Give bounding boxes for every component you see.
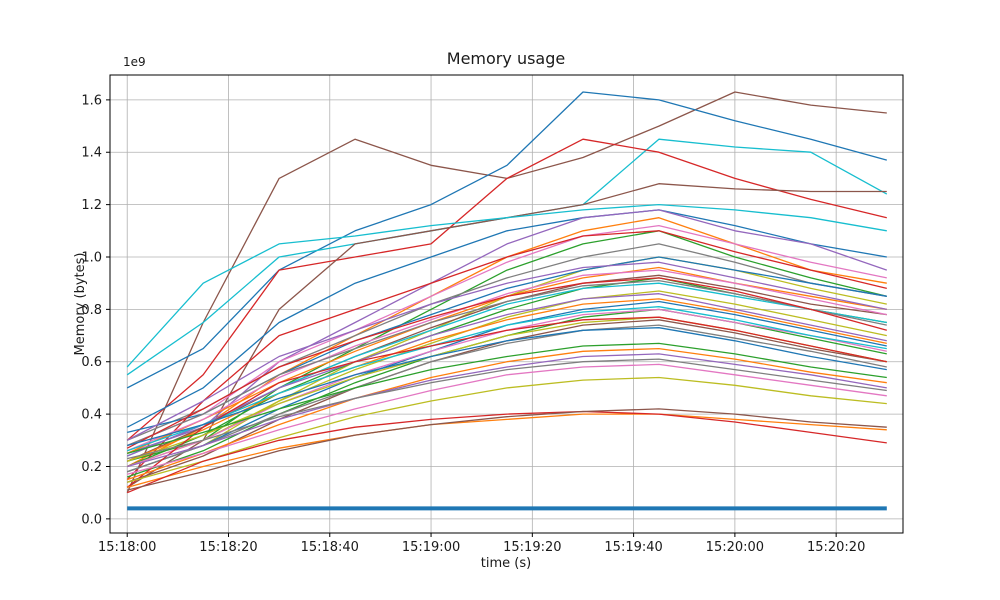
series-line-41 xyxy=(127,376,887,483)
series-line-14 xyxy=(126,230,887,481)
y-tick-label: 1.0 xyxy=(81,250,102,265)
series-line-34 xyxy=(126,316,887,488)
y-tick-label: 1.4 xyxy=(81,146,102,161)
series-line-31 xyxy=(126,306,887,452)
x-tick-label: 15:20:00 xyxy=(706,540,764,555)
y-tick-label: 0.6 xyxy=(81,355,102,370)
x-tick-label: 15:18:40 xyxy=(301,540,359,555)
series-line-27 xyxy=(126,308,887,478)
y-tick-label: 0.8 xyxy=(81,303,102,318)
y-tick-label: 0.2 xyxy=(81,460,102,475)
y-tick-label: 0.0 xyxy=(81,512,102,527)
series-line-22 xyxy=(126,279,887,447)
plot-border xyxy=(109,74,904,534)
series-line-7 xyxy=(126,209,887,428)
series-line-26 xyxy=(126,298,887,462)
series-line-35 xyxy=(127,327,887,447)
series-line-8 xyxy=(126,209,888,455)
tick-marks-and-labels: 15:18:00 15:18:20 15:18:40 15:19:00 15:19:20… xyxy=(81,93,865,555)
series-line-40 xyxy=(127,358,887,460)
series-line-42 xyxy=(127,413,887,489)
y-axis-label: Memory (bytes) xyxy=(73,253,88,356)
series-line-6 xyxy=(126,203,887,368)
y-tick-label: 1.6 xyxy=(81,93,102,108)
y-tick-label: 0.4 xyxy=(81,408,102,423)
series-line-25 xyxy=(126,300,887,473)
series-line-37 xyxy=(127,342,887,455)
series-line-36 xyxy=(126,347,887,481)
x-tick-label: 15:19:40 xyxy=(604,540,662,555)
series-line-43 xyxy=(126,410,887,494)
series-line-39 xyxy=(127,363,887,475)
x-tick-label: 15:20:20 xyxy=(807,540,865,555)
series-line-28 xyxy=(126,293,887,457)
series-line-38 xyxy=(127,353,887,468)
x-axis-label: time (s) xyxy=(481,556,531,571)
x-tick-label: 15:19:00 xyxy=(402,540,460,555)
series-line-2 xyxy=(126,91,887,389)
x-tick-label: 15:19:20 xyxy=(503,540,561,555)
series-line-18 xyxy=(126,261,887,441)
y-axis-offset-label: 1e9 xyxy=(123,55,146,69)
series-lines xyxy=(126,91,888,511)
chart-title: Memory usage xyxy=(447,49,565,68)
series-line-20 xyxy=(126,269,887,452)
series-line-4 xyxy=(126,138,887,441)
x-tick-label: 15:18:20 xyxy=(199,540,257,555)
y-tick-label: 1.2 xyxy=(81,198,102,213)
x-tick-label: 15:18:00 xyxy=(98,540,156,555)
axes-spines xyxy=(109,74,904,534)
series-line-11 xyxy=(126,224,887,447)
series-line-44 xyxy=(127,408,887,491)
series-line-24 xyxy=(126,277,887,449)
